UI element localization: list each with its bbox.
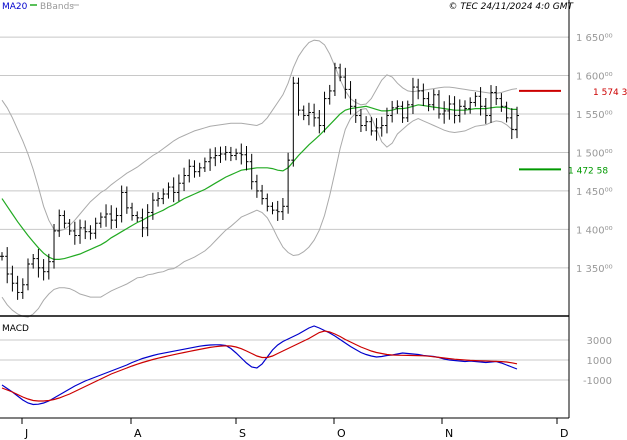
macd-panel: MACD 3000 1000 -1000 (0, 324, 612, 406)
bollinger-upper-band (1, 39, 518, 232)
price-y-tick-label: 1 350⁰⁰ (576, 264, 613, 275)
x-axis-tick-label: N (445, 427, 453, 440)
price-y-tick-labels: 1 650⁰⁰ 1 600⁰⁰ 1 550⁰⁰ 1 500⁰⁰ 1 450⁰⁰ 1 400… (576, 33, 613, 275)
price-y-tick-label: 1 550⁰⁰ (576, 110, 613, 121)
macd-y-tick-label: 3000 (587, 336, 612, 347)
price-y-tick-label: 1 500⁰⁰ (576, 148, 613, 159)
ma20-series-line (1, 104, 517, 260)
price-marker-label: 1 472 58 (568, 166, 608, 176)
price-annotations: 1 574 3 1 472 58 (519, 88, 627, 176)
macd-signal-line (1, 330, 518, 402)
macd-panel-title: MACD (2, 324, 29, 334)
copyright-text: © TEC 24/11/2024 4:0 GMT (448, 2, 574, 12)
macd-y-tick-label: 1000 (587, 356, 612, 367)
macd-lines (1, 325, 518, 406)
price-y-tick-label: 1 450⁰⁰ (576, 187, 613, 198)
price-y-tick-label: 1 600⁰⁰ (576, 72, 613, 83)
price-bars (0, 62, 519, 300)
macd-y-tick-labels: 3000 1000 -1000 (583, 336, 612, 387)
ma20-line (1, 104, 517, 260)
ma20-legend-label: MA20 (2, 2, 28, 12)
price-panel: 1 650⁰⁰ 1 600⁰⁰ 1 550⁰⁰ 1 500⁰⁰ 1 450⁰⁰ 1 400… (0, 33, 627, 318)
price-y-tick-label: 1 650⁰⁰ (576, 33, 613, 44)
x-axis-tick-label: J (24, 427, 28, 440)
price-gridlines (0, 36, 569, 269)
price-marker-label: 1 574 3 (593, 88, 627, 98)
x-axis-tick-label: S (239, 427, 246, 440)
bollinger-bands (1, 39, 518, 318)
bollinger-lower-band (1, 108, 518, 318)
macd-y-tick-label: -1000 (583, 376, 612, 387)
x-axis-tick-label: O (337, 427, 346, 440)
bbands-legend-label: BBands (40, 2, 74, 12)
x-axis-tick-label: D (560, 427, 568, 440)
x-axis-tick-label: A (134, 427, 142, 440)
price-y-tick-label: 1 400⁰⁰ (576, 225, 613, 236)
